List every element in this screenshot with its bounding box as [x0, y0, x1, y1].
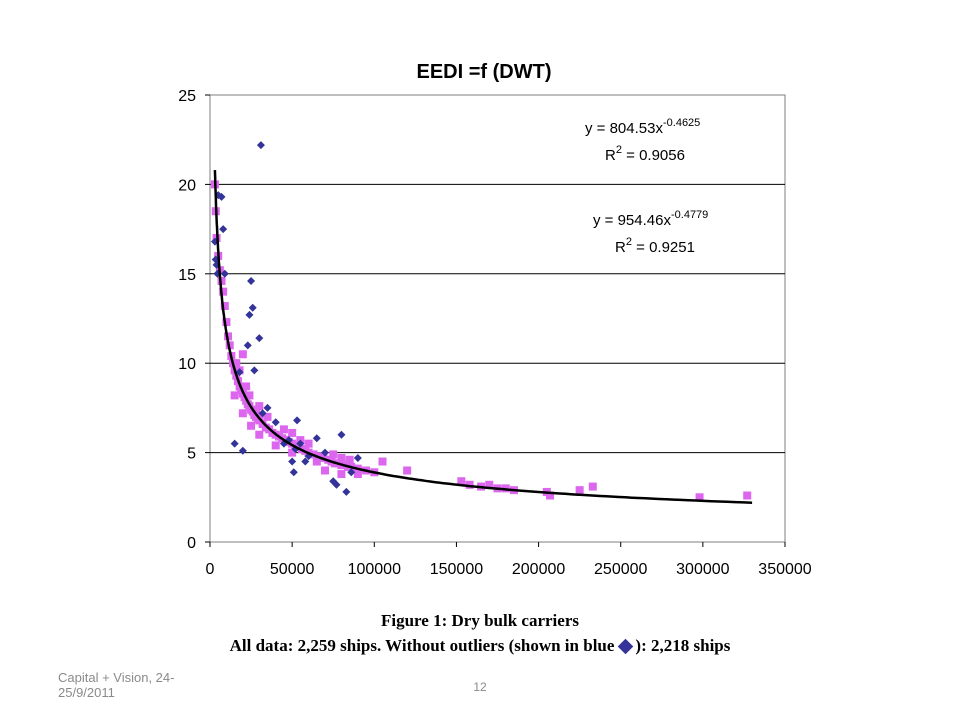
data-point-blue — [288, 457, 297, 466]
figure-caption-detail: All data: 2,259 ships. Without outliers … — [0, 636, 960, 656]
data-point-magenta — [345, 455, 354, 464]
data-point-blue — [263, 403, 272, 412]
data-point-blue — [296, 439, 305, 448]
data-point-magenta — [263, 412, 272, 421]
x-tick-label: 250000 — [594, 561, 647, 578]
data-point-blue — [245, 310, 254, 319]
figure-caption-title: Figure 1: Dry bulk carriers — [381, 611, 579, 630]
data-point-blue — [247, 276, 256, 285]
data-point-magenta — [743, 491, 752, 500]
data-point-blue — [235, 368, 244, 377]
data-point-magenta — [353, 470, 362, 479]
data-point-magenta — [337, 453, 346, 462]
data-point-blue — [353, 453, 362, 462]
data-point-magenta — [465, 480, 474, 489]
caption-text-after: ): 2,218 ships — [635, 636, 731, 655]
data-point-magenta — [329, 450, 338, 459]
r-squared-label: R2 = 0.9251 — [615, 236, 695, 256]
trendline-equation: y = 804.53x-0.4625 — [585, 117, 700, 137]
data-point-magenta — [575, 486, 584, 495]
data-point-magenta — [232, 359, 241, 368]
data-point-blue — [347, 468, 356, 477]
data-point-magenta — [695, 493, 704, 502]
y-tick-label: 10 — [178, 356, 196, 373]
data-point-blue — [255, 334, 264, 343]
x-tick-label: 300000 — [676, 561, 729, 578]
data-point-blue — [337, 430, 346, 439]
data-point-blue — [243, 341, 252, 350]
x-tick-label: 0 — [206, 561, 215, 578]
data-point-magenta — [219, 287, 228, 296]
trendline-power-fit — [213, 170, 753, 504]
data-point-magenta — [288, 448, 297, 457]
x-tick-label: 150000 — [430, 561, 483, 578]
data-point-magenta — [255, 402, 264, 411]
data-point-blue — [238, 446, 247, 455]
data-point-blue — [321, 448, 329, 457]
y-tick-label: 0 — [187, 535, 196, 552]
data-point-magenta — [312, 457, 321, 466]
data-point-magenta — [271, 441, 280, 450]
y-tick-label: 5 — [187, 446, 196, 463]
data-point-magenta — [245, 391, 254, 400]
data-point-blue — [230, 439, 239, 448]
data-point-blue — [342, 487, 351, 496]
data-point-blue — [217, 192, 226, 201]
x-tick-label: 50000 — [270, 561, 315, 578]
data-point-magenta — [485, 480, 494, 489]
y-tick-label: 15 — [178, 267, 196, 284]
y-tick-label: 20 — [178, 177, 196, 194]
data-point-blue — [248, 303, 257, 312]
data-point-magenta — [222, 318, 231, 327]
data-point-magenta — [238, 409, 247, 418]
data-point-magenta — [457, 477, 466, 486]
data-point-magenta — [279, 425, 288, 434]
data-point-blue — [271, 418, 280, 427]
data-point-blue — [220, 269, 229, 278]
data-point-magenta — [220, 301, 229, 310]
data-point-magenta — [337, 470, 346, 479]
blue-diamond-icon — [618, 638, 634, 655]
chart-title: EEDI =f (DWT) — [417, 61, 552, 83]
data-point-blue — [301, 457, 310, 466]
data-point-blue — [219, 225, 228, 234]
x-tick-label: 350000 — [758, 561, 811, 578]
data-point-magenta — [546, 491, 555, 500]
page-number: 12 — [473, 680, 487, 694]
data-point-blue — [312, 434, 321, 443]
trendline-equation: y = 954.46x-0.4779 — [593, 209, 708, 229]
data-point-magenta — [321, 466, 329, 475]
data-point-blue — [293, 416, 302, 425]
x-tick-label: 200000 — [512, 561, 565, 578]
data-point-blue — [250, 366, 259, 375]
data-point-blue — [256, 141, 265, 150]
data-point-magenta — [247, 421, 256, 430]
data-point-magenta — [238, 350, 247, 359]
data-point-magenta — [378, 457, 387, 466]
plot-area-frame — [209, 94, 786, 543]
caption-text-before: All data: 2,259 ships. Without outliers … — [229, 636, 615, 655]
data-point-magenta — [588, 482, 597, 491]
data-point-blue — [332, 480, 341, 489]
y-tick-label: 25 — [178, 88, 196, 105]
x-tick-label: 100000 — [348, 561, 401, 578]
data-point-blue — [289, 468, 298, 477]
data-point-magenta — [304, 439, 313, 448]
data-point-magenta — [242, 382, 251, 391]
data-point-magenta — [255, 430, 264, 439]
scatter-chart: 0 5 10 15 20 25 0 50000 100000 150000 200000 25000… — [178, 61, 812, 578]
data-point-magenta — [403, 466, 412, 475]
data-point-magenta — [288, 428, 297, 437]
footer-event-label: Capital + Vision, 24-25/9/2011 — [58, 670, 175, 700]
data-point-blue — [258, 409, 267, 418]
data-point-magenta — [230, 391, 239, 400]
r-squared-label: R2 = 0.9056 — [605, 144, 685, 164]
